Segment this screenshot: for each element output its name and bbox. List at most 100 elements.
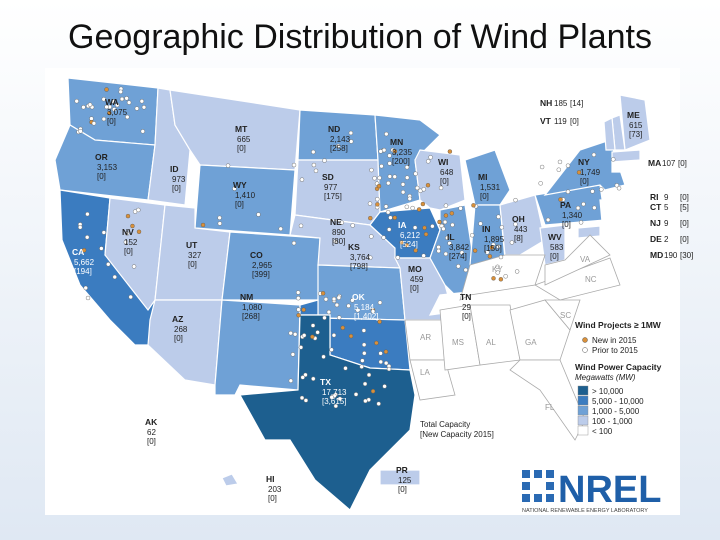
state-abbr: NM: [240, 292, 253, 302]
state-abbr: ID: [170, 164, 179, 174]
state-shape: [194, 164, 296, 236]
state-shape: [509, 359, 586, 441]
plant-dot: [99, 246, 104, 251]
plant-dot: [447, 149, 453, 154]
state-new-capacity: [0]: [550, 252, 559, 261]
plant-dot: [514, 269, 520, 274]
plant-dot: [395, 255, 400, 260]
state-new-capacity: [200]: [392, 157, 410, 166]
plant-dot: [290, 352, 296, 357]
state-shape: [459, 254, 546, 301]
plant-dot: [320, 291, 326, 296]
state-new-capacity: [0]: [580, 177, 589, 186]
legend-label: New in 2015: [592, 336, 637, 345]
plant-dot: [315, 330, 320, 335]
legend-note: Total Capacity: [420, 420, 470, 429]
plant-dot: [412, 225, 418, 230]
plant-dot: [134, 106, 140, 111]
plant-dot: [590, 189, 595, 194]
state-abbr: GA: [525, 338, 537, 347]
state-abbr: TN: [460, 292, 471, 302]
state-abbr: MN: [390, 137, 403, 147]
state-shape: [464, 149, 511, 206]
plant-dot: [513, 222, 518, 227]
plant-dot: [385, 210, 391, 215]
state-abbr: CT: [650, 202, 662, 212]
plant-dot: [509, 240, 515, 245]
state-abbr: MT: [235, 124, 248, 134]
plant-dot: [85, 295, 91, 301]
state-shape: [599, 199, 611, 223]
plant-dot: [141, 105, 147, 110]
state-capacity: 2,965: [252, 261, 273, 270]
state-new-capacity: [194]: [74, 267, 92, 276]
state-abbr: MD: [650, 250, 663, 260]
plant-dot: [423, 232, 429, 237]
plant-dot: [326, 309, 332, 315]
state-new-capacity: [0]: [440, 177, 449, 186]
state-capacity: 185: [554, 99, 568, 108]
state-capacity: 6,212: [400, 231, 421, 240]
plant-dot: [295, 290, 301, 295]
plant-dot: [425, 182, 431, 188]
plant-dot: [556, 167, 561, 172]
state-new-capacity: [0]: [107, 117, 116, 126]
plant-dot: [74, 98, 79, 104]
plant-dot: [299, 177, 305, 182]
plant-dot: [404, 243, 410, 248]
legend-label: 5,000 - 10,000: [592, 397, 644, 406]
plant-dot: [442, 219, 448, 225]
plant-dot: [300, 375, 305, 380]
state-capacity: 268: [174, 325, 188, 334]
plant-dot: [130, 223, 135, 229]
legend-swatch: [577, 405, 589, 416]
plant-dot: [369, 234, 374, 239]
logo-name: NREL: [558, 469, 661, 511]
plant-dot: [278, 226, 283, 232]
state-new-capacity: [0]: [680, 193, 689, 202]
plant-dot: [140, 129, 145, 134]
plant-dot: [383, 360, 389, 366]
state-abbr: VT: [540, 116, 552, 126]
plant-dot: [420, 201, 426, 207]
plant-dot: [329, 395, 334, 400]
plant-dot: [384, 131, 389, 137]
state-new-capacity: [0]: [235, 200, 244, 209]
plant-dot: [112, 107, 117, 112]
state-abbr: WV: [548, 232, 562, 242]
state-abbr: MA: [648, 158, 661, 168]
plant-dot: [368, 255, 373, 260]
state-abbr: NJ: [650, 218, 661, 228]
plant-dot: [400, 182, 406, 187]
plant-dot: [392, 149, 398, 154]
plant-dot: [128, 294, 133, 300]
state-abbr: VA: [580, 255, 591, 264]
state-shape: [414, 149, 466, 211]
state-abbr: WA: [105, 97, 119, 107]
plant-dot: [363, 398, 368, 404]
state-abbr: SC: [560, 311, 571, 320]
plant-dot: [321, 354, 326, 359]
state-capacity: 119: [554, 117, 567, 126]
plant-dot: [592, 205, 597, 210]
plant-dot: [131, 264, 137, 269]
state-new-capacity: [150]: [484, 244, 502, 253]
state-new-capacity: [0]: [562, 220, 571, 229]
plant-dot: [421, 187, 426, 192]
state-new-capacity: [0]: [124, 247, 133, 256]
state-labels: WA3,075[0]OR3,153[0]CA5,662[194]NV152[0]…: [72, 97, 693, 503]
state-new-capacity: [0]: [410, 284, 419, 293]
state-capacity: 152: [124, 238, 138, 247]
plant-dot: [123, 239, 129, 245]
plant-dot: [91, 121, 97, 126]
state-abbr: PR: [396, 465, 408, 475]
state-capacity: 125: [398, 476, 412, 485]
plant-dot: [445, 235, 450, 241]
plant-dot: [112, 274, 117, 280]
plant-dot: [303, 398, 309, 403]
plant-dot: [495, 270, 500, 275]
state-abbr: AR: [420, 333, 431, 342]
